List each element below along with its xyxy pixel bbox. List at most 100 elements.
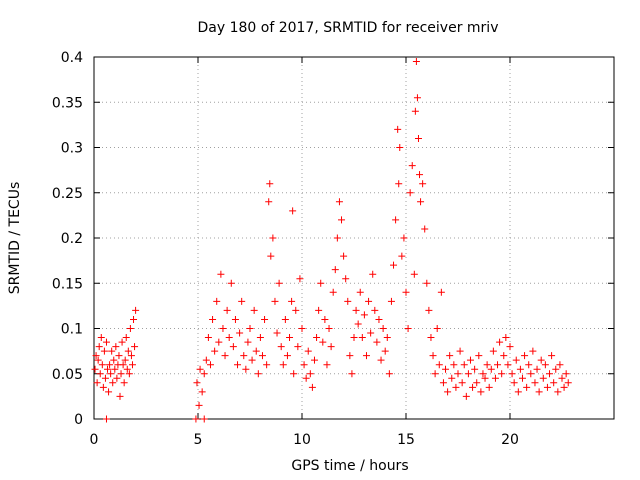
data-point (273, 329, 281, 337)
data-point (489, 347, 497, 355)
data-point (238, 297, 246, 305)
data-point (111, 365, 119, 373)
data-point (244, 338, 252, 346)
data-point (458, 379, 466, 387)
data-point (215, 338, 223, 346)
data-point (231, 315, 239, 323)
data-point (541, 361, 549, 369)
x-axis-label: GPS time / hours (291, 458, 408, 474)
data-point (506, 343, 514, 351)
data-point (242, 365, 250, 373)
data-point (131, 343, 139, 351)
data-point (466, 356, 474, 364)
data-point (256, 334, 264, 342)
data-point (404, 325, 412, 332)
data-point (94, 356, 102, 364)
data-point (560, 383, 568, 391)
data-point (117, 370, 125, 378)
data-point (219, 325, 227, 332)
data-point (396, 144, 404, 151)
data-point (483, 361, 491, 369)
data-point (552, 365, 560, 373)
data-point (196, 365, 204, 373)
data-point (344, 297, 352, 305)
data-point (308, 383, 316, 391)
data-point (525, 361, 533, 369)
y-tick-label: 0.1 (61, 322, 83, 338)
data-point (104, 365, 112, 373)
data-point (246, 325, 254, 332)
grid-lines (93, 56, 614, 420)
data-point (546, 370, 554, 378)
data-point (126, 325, 134, 332)
data-point (132, 306, 140, 314)
data-point (512, 356, 520, 364)
data-point (100, 347, 108, 355)
data-point (331, 266, 339, 274)
data-point (475, 352, 483, 360)
data-point (494, 361, 502, 369)
data-point (310, 356, 318, 364)
data-point (523, 383, 531, 391)
data-point (112, 343, 120, 351)
data-point (427, 334, 435, 342)
data-point (414, 134, 422, 142)
data-point (277, 343, 285, 351)
data-point (116, 392, 124, 400)
data-point (543, 383, 551, 391)
y-tick-label: 0.25 (52, 186, 83, 202)
data-point (469, 383, 477, 391)
data-point (105, 388, 113, 396)
data-point (406, 189, 414, 197)
data-point (107, 370, 115, 378)
data-point (288, 297, 296, 305)
y-tick-label: 0.15 (52, 276, 83, 292)
data-point (204, 334, 212, 342)
data-point (381, 347, 389, 355)
data-point (93, 379, 101, 387)
data-point (439, 379, 447, 387)
data-point (265, 198, 273, 206)
data-point (473, 379, 481, 387)
data-point (91, 365, 99, 373)
data-point (115, 352, 123, 360)
data-point (229, 343, 237, 351)
data-point (408, 162, 416, 170)
data-point (398, 252, 406, 260)
data-point (266, 180, 274, 188)
data-point (400, 234, 408, 242)
data-point (92, 352, 100, 360)
data-point (118, 338, 126, 346)
data-point (254, 370, 262, 378)
x-tick-label: 0 (90, 432, 99, 448)
data-point (367, 329, 375, 337)
data-point (200, 370, 208, 378)
data-point (313, 334, 321, 342)
data-point (369, 270, 377, 278)
data-point (395, 180, 403, 188)
data-point (394, 125, 402, 133)
data-point (377, 356, 385, 364)
data-point (221, 352, 229, 360)
data-point (413, 94, 421, 102)
data-point (227, 279, 235, 287)
data-point (98, 361, 106, 369)
data-point (271, 297, 279, 305)
data-point (479, 370, 487, 378)
data-point (510, 379, 518, 387)
data-point (496, 338, 504, 346)
data-point (102, 415, 110, 423)
data-point (120, 379, 128, 387)
data-point (491, 374, 499, 382)
data-point (529, 347, 537, 355)
data-point (202, 356, 210, 364)
data-point (263, 361, 271, 369)
data-point (225, 334, 233, 342)
data-point (290, 370, 298, 378)
data-point (321, 315, 329, 323)
data-point (362, 352, 370, 360)
data-point (412, 58, 420, 66)
data-point (96, 370, 104, 378)
data-point (340, 252, 348, 260)
data-point (304, 347, 312, 355)
